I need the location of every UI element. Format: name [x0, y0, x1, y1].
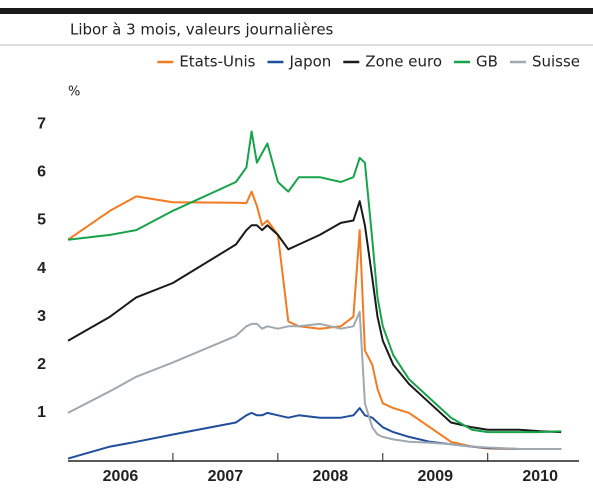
series-line [67, 130, 562, 434]
legend-label: Suisse [532, 53, 580, 71]
y-axis-label: % [68, 85, 80, 100]
y-tick-label: 7 [37, 115, 46, 132]
y-tick-label: 2 [37, 356, 46, 373]
y-tick-label: 5 [37, 212, 46, 229]
series-line [67, 407, 562, 460]
legend-label: GB [476, 53, 498, 71]
y-tick-label: 1 [37, 404, 46, 421]
legend-label: Japon [288, 53, 331, 71]
x-tick-label: 2009 [417, 468, 453, 485]
series-line [67, 190, 562, 450]
legend-label: Zone euro [365, 53, 442, 71]
y-tick-label: 4 [37, 260, 46, 277]
series-line [67, 310, 562, 450]
x-tick-label: 2006 [103, 468, 139, 485]
x-tick-label: 2007 [208, 468, 244, 485]
series-line [67, 200, 562, 434]
top-bar [0, 8, 593, 14]
y-tick-label: 3 [37, 308, 46, 325]
chart-subtitle: Libor à 3 mois, valeurs journalières [70, 21, 334, 39]
x-tick-label: 2008 [313, 468, 349, 485]
legend-label: Etats-Unis [179, 53, 255, 71]
x-tick-label: 2010 [522, 468, 558, 485]
y-tick-label: 6 [37, 164, 46, 181]
